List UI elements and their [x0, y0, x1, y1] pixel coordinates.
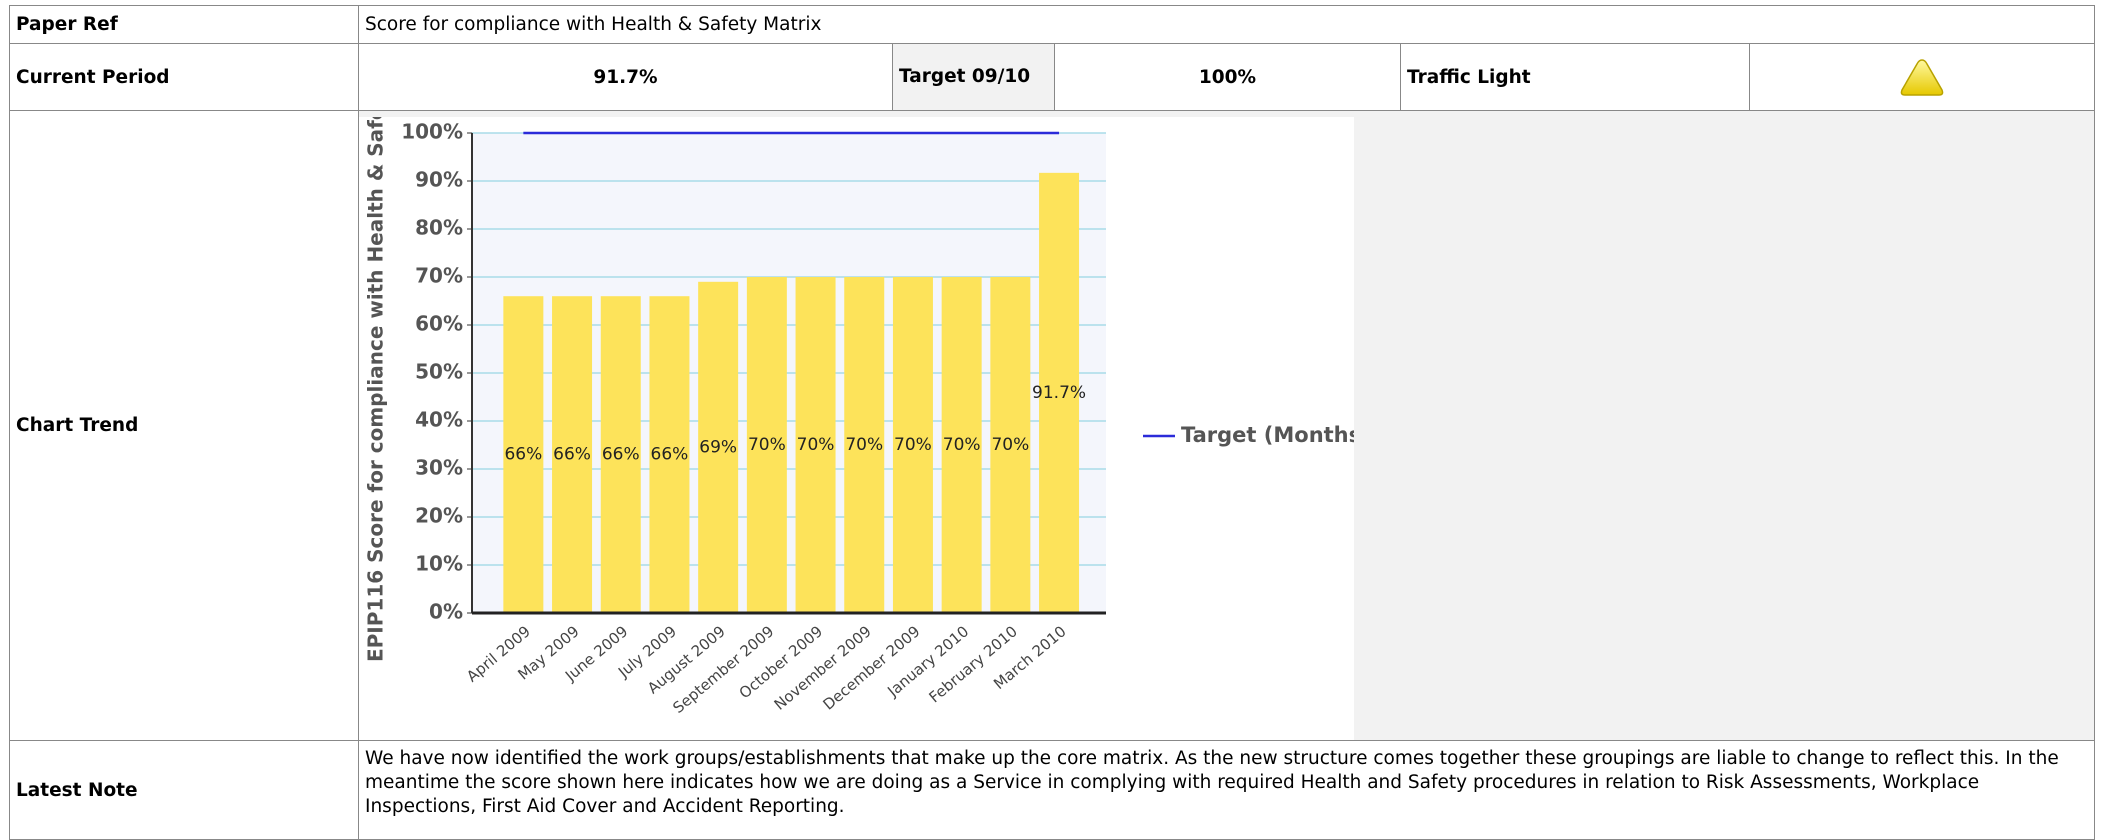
- data-label: 70%: [943, 435, 981, 455]
- bar: [941, 277, 982, 613]
- cell-label: Traffic Light: [1400, 43, 1750, 111]
- cell: [1749, 43, 2095, 111]
- note: We have now identified the work groups/e…: [358, 740, 2095, 840]
- bar: [600, 296, 641, 613]
- y-tick-label: 10%: [415, 552, 463, 576]
- bar: [746, 277, 787, 613]
- data-label: 91.7%: [1032, 383, 1086, 403]
- bar: [552, 296, 593, 613]
- y-tick-label: 40%: [415, 408, 463, 432]
- data-label: 70%: [991, 435, 1029, 455]
- y-tick-label: 70%: [415, 264, 463, 288]
- bar: [698, 281, 739, 613]
- row-label: Paper Ref: [9, 5, 359, 44]
- data-label: 70%: [845, 435, 883, 455]
- cell: Score for compliance with Health & Safet…: [358, 5, 2095, 44]
- y-tick-label: 60%: [415, 312, 463, 336]
- data-label: 70%: [894, 435, 932, 455]
- y-tick-label: 100%: [401, 120, 463, 144]
- data-label: 66%: [504, 445, 542, 465]
- y-tick-label: 20%: [415, 504, 463, 528]
- bar: [892, 277, 933, 613]
- data-label: 66%: [602, 445, 640, 465]
- row-label: Chart Trend: [9, 110, 359, 741]
- y-tick-label: 80%: [415, 216, 463, 240]
- row-label: Latest Note: [9, 740, 359, 840]
- chart: EPIP116 Score for compliance with Health…: [359, 117, 1354, 740]
- cell: 91.7%: [358, 43, 893, 111]
- data-label: 69%: [699, 437, 737, 457]
- bar: [503, 296, 544, 613]
- y-tick-label: 50%: [415, 360, 463, 384]
- cell-label: Target 09/10: [892, 43, 1055, 111]
- bar: [844, 277, 885, 613]
- bar: [795, 277, 836, 613]
- legend-label: Target (Months): [1181, 423, 1354, 447]
- bar: [1039, 172, 1080, 613]
- data-label: 66%: [553, 445, 591, 465]
- traffic-light-icon: [1900, 59, 1944, 96]
- y-tick-label: 0%: [429, 600, 463, 624]
- y-axis-title: EPIP116 Score for compliance with Health…: [364, 117, 388, 662]
- row-label: Current Period: [9, 43, 359, 111]
- data-label: 70%: [748, 435, 786, 455]
- data-label: 66%: [651, 445, 689, 465]
- data-label: 70%: [797, 435, 835, 455]
- y-tick-label: 90%: [415, 168, 463, 192]
- bar: [990, 277, 1031, 613]
- y-tick-label: 30%: [415, 456, 463, 480]
- cell: 100%: [1054, 43, 1401, 111]
- bar: [649, 296, 690, 613]
